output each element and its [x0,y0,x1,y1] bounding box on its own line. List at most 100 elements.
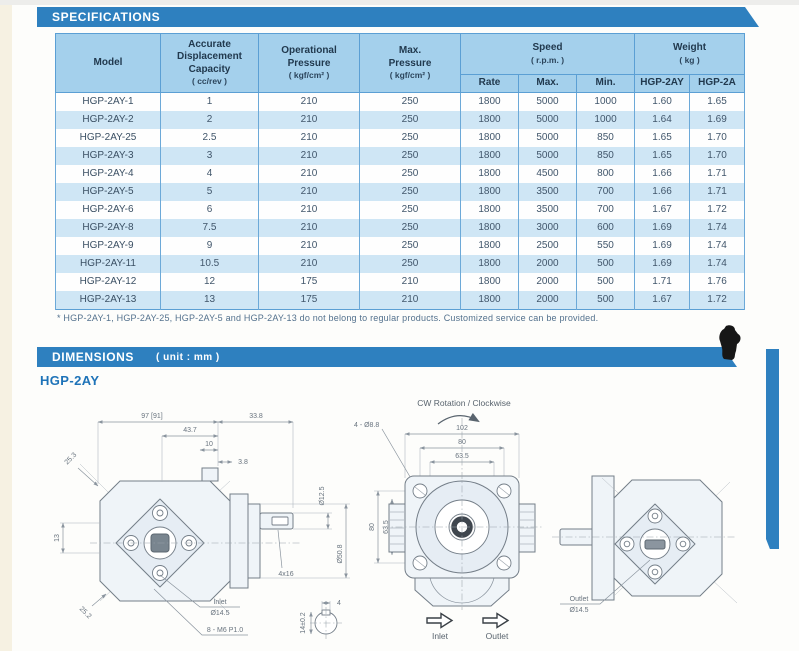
cell-op-pressure: 210 [258,237,360,255]
front-view-drawing: CW Rotation / Clockwise 102 80 63.5 4 - … [354,398,542,641]
cell-weight-hgp2a: 1.76 [689,273,746,291]
cell-speed-rate: 1800 [460,147,519,165]
cell-capacity: 5 [160,183,259,201]
cell-speed-rate: 1800 [460,165,519,183]
col-header-speed-unit: ( r.p.m. ) [530,54,565,65]
cell-speed-min: 1000 [575,92,636,111]
footnote: * HGP-2AY-1, HGP-2AY-25, HGP-2AY-5 and H… [57,313,599,323]
cell-speed-rate: 1800 [460,183,519,201]
dim-97: 97 [91] [141,413,162,420]
cell-op-pressure: 210 [258,129,360,147]
table-row: HGP-2AY-13 13 175 210 1800 2000 500 1.67… [55,291,746,310]
table-row: HGP-2AY-5 5 210 250 1800 3500 700 1.66 1… [55,183,746,201]
cell-max-pressure: 250 [359,183,461,201]
figure-decoration-icon [719,325,741,360]
cell-op-pressure: 210 [258,201,360,219]
cell-model: HGP-2AY-2 [55,111,161,129]
cell-weight-hgp2a: 1.74 [689,219,746,237]
col-header-op-pressure-label: Operational Pressure [281,45,337,69]
table-row: HGP-2AY-9 9 210 250 1800 2500 550 1.69 1… [55,237,746,255]
cell-op-pressure: 210 [258,255,360,273]
cell-model: HGP-2AY-4 [55,165,161,183]
cell-model: HGP-2AY-25 [55,129,161,147]
side-view-body [79,463,300,615]
cell-speed-min: 500 [575,255,636,273]
cell-max-pressure: 250 [359,219,461,237]
cell-speed-rate: 1800 [460,111,519,129]
cell-weight-hgp2ay: 1.69 [634,237,691,255]
cell-capacity: 10.5 [160,255,259,273]
cell-speed-min: 850 [575,147,636,165]
cell-weight-hgp2ay: 1.69 [634,219,691,237]
page-side-accent-bar [766,349,779,549]
rear-view-labels: Outlet Ø14.5 [560,559,651,614]
table-row: HGP-2AY-3 3 210 250 1800 5000 850 1.65 1… [55,147,746,165]
specifications-table: Model Accurate Displacement Capacity ( c… [55,33,746,310]
cell-model: HGP-2AY-3 [55,147,161,165]
cell-speed-rate: 1800 [460,129,519,147]
cell-op-pressure: 210 [258,111,360,129]
cell-capacity: 1 [160,92,259,111]
cell-weight-hgp2ay: 1.71 [634,273,691,291]
col-header-model: Model [55,33,161,93]
specifications-title: SPECIFICATIONS [52,10,161,24]
dim-43-7: 43.7 [183,427,197,434]
col-header-weight-label: Weight [672,42,707,54]
front-view-body [382,418,542,610]
side-view-dimensions: 97 [91] 33.8 43.7 10 3.8 25.3 25.2 13 Ø1… [54,413,350,636]
table-row: HGP-2AY-11 10.5 210 250 1800 2000 500 1.… [55,255,746,273]
cell-capacity: 7.5 [160,219,259,237]
cell-speed-rate: 1800 [460,255,519,273]
cell-speed-max: 2000 [518,255,577,273]
cell-max-pressure: 250 [359,129,461,147]
cell-speed-max: 5000 [518,147,577,165]
cell-model: HGP-2AY-8 [55,219,161,237]
cell-model: HGP-2AY-13 [55,291,161,310]
cell-max-pressure: 210 [359,291,461,310]
col-header-speed-label: Speed [532,42,563,54]
cell-model: HGP-2AY-11 [55,255,161,273]
cell-weight-hgp2ay: 1.60 [634,92,691,111]
cell-capacity: 2 [160,111,259,129]
col-header-displacement-unit: ( cc/rev ) [192,76,227,87]
cell-speed-rate: 1800 [460,201,519,219]
port-flow-labels: Inlet Outlet [426,612,510,641]
cell-op-pressure: 210 [258,147,360,165]
cell-max-pressure: 210 [359,273,461,291]
cell-max-pressure: 250 [359,92,461,111]
cell-weight-hgp2a: 1.70 [689,147,746,165]
cell-speed-min: 850 [575,129,636,147]
cell-op-pressure: 210 [258,183,360,201]
cell-speed-min: 500 [575,291,636,310]
cell-weight-hgp2ay: 1.65 [634,147,691,165]
col-header-displacement: Accurate Displacement Capacity ( cc/rev … [160,33,259,93]
cell-op-pressure: 210 [258,219,360,237]
cell-model: HGP-2AY-12 [55,273,161,291]
vdim-80: 80 [369,523,376,531]
cell-weight-hgp2ay: 1.66 [634,165,691,183]
rear-view-body [552,475,738,604]
table-row: HGP-2AY-6 6 210 250 1800 3500 700 1.67 1… [55,201,746,219]
cell-weight-hgp2ay: 1.67 [634,201,691,219]
cell-speed-rate: 1800 [460,92,519,111]
table-row: HGP-2AY-4 4 210 250 1800 4500 800 1.66 1… [55,165,746,183]
cell-speed-min: 700 [575,183,636,201]
inlet-label: Inlet [213,599,226,606]
cell-capacity: 12 [160,273,259,291]
table-row: HGP-2AY-12 12 175 210 1800 2000 500 1.71… [55,273,746,291]
cell-max-pressure: 250 [359,147,461,165]
dim-25-2: 25.2 [78,606,93,621]
cell-capacity: 6 [160,201,259,219]
cell-capacity: 9 [160,237,259,255]
dia-12-5: Ø12.5 [319,486,326,505]
outlet-arrow-icon [482,612,510,629]
outlet-flow-label: Outlet [486,631,509,641]
dimensions-model-heading: HGP-2AY [40,373,100,388]
section-key-width: 4 [337,600,341,607]
dim-key-4x16: 4x16 [278,571,293,578]
cell-speed-max: 2000 [518,273,577,291]
col-header-op-pressure: Operational Pressure ( kgf/cm² ) [258,33,360,93]
dimensions-banner: DIMENSIONS ( unit : mm ) [37,347,737,367]
col-header-weight-hgp2a: HGP-2A [689,74,746,93]
